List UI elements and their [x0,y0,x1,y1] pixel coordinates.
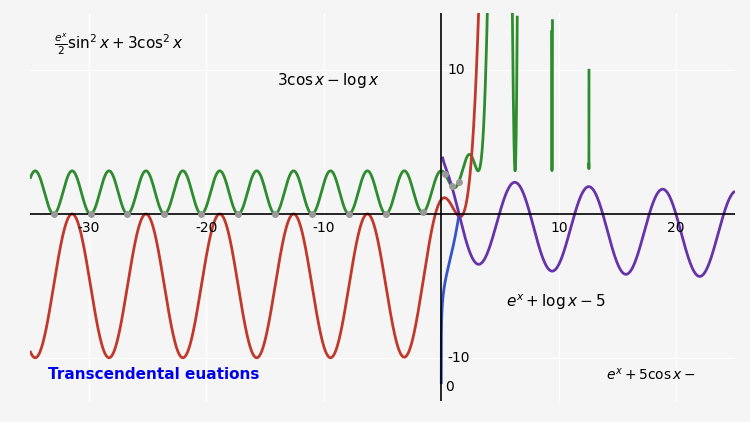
Text: -10: -10 [447,351,470,365]
Text: 10: 10 [550,221,568,235]
Text: Transcendental euations: Transcendental euations [48,367,259,382]
Text: -20: -20 [195,221,217,235]
Text: 0: 0 [445,380,454,394]
Text: $e^x + 5\cos x -$: $e^x + 5\cos x -$ [606,366,695,382]
Text: 10: 10 [447,63,465,77]
Text: -30: -30 [77,221,100,235]
Text: $e^x + \log x - 5$: $e^x + \log x - 5$ [506,293,605,312]
Text: 20: 20 [668,221,685,235]
Text: $\frac{e^x}{2}\sin^2 x + 3\cos^2 x$: $\frac{e^x}{2}\sin^2 x + 3\cos^2 x$ [53,31,183,57]
Text: $3\cos x - \log x$: $3\cos x - \log x$ [277,70,380,89]
Text: -10: -10 [313,221,335,235]
